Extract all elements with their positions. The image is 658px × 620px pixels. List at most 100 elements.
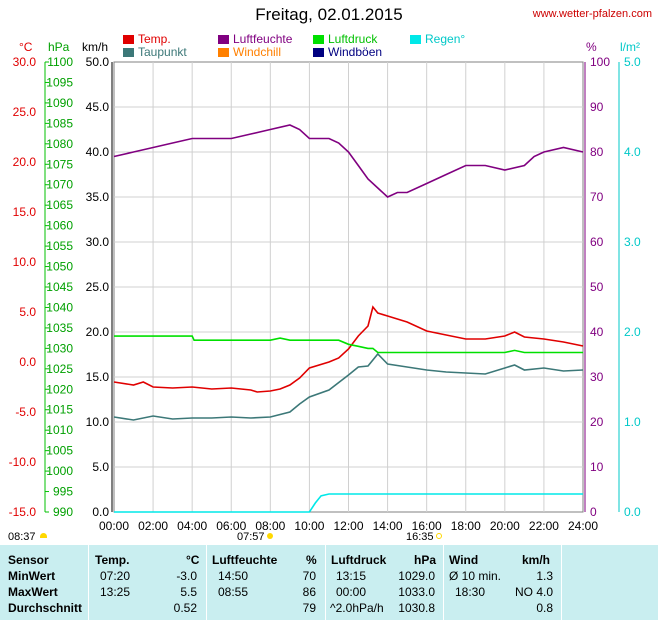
pressure-value: 1030.8 bbox=[398, 601, 435, 615]
rain-tick-label: 2.0 bbox=[624, 325, 641, 339]
series-temp bbox=[113, 305, 584, 393]
noon-time: 07:57 bbox=[237, 531, 265, 543]
series-luftdruck bbox=[114, 335, 583, 354]
pressure-tick-label: 1045 bbox=[46, 280, 73, 294]
temp-tick-label: 15.0 bbox=[13, 205, 37, 219]
pressure-tick-label: 1085 bbox=[46, 116, 73, 130]
header-wind-unit: km/h bbox=[522, 553, 551, 567]
humidity-tick-label: 100 bbox=[590, 55, 610, 69]
header-wind: Wind bbox=[449, 553, 479, 567]
header-pressure-unit: hPa bbox=[414, 553, 437, 567]
humidity-tick-label: 60 bbox=[590, 235, 604, 249]
wind-tick-label: 35.0 bbox=[86, 190, 110, 204]
humidity-tick-label: 40 bbox=[590, 325, 604, 339]
legend-taupunkt: Taupunkt bbox=[123, 45, 187, 59]
x-tick-label: 06:00 bbox=[216, 519, 246, 533]
x-tick-label: 22:00 bbox=[529, 519, 559, 533]
humidity-tick-label: 30 bbox=[590, 370, 604, 384]
wind-tick-label: 10.0 bbox=[86, 415, 110, 429]
pressure-tick-label: 1035 bbox=[46, 321, 73, 335]
temp-time: 13:25 bbox=[100, 585, 131, 599]
x-tick-label: 00:00 bbox=[99, 519, 129, 533]
pressure-tick-label: 1080 bbox=[46, 137, 73, 151]
wind-tick-label: 30.0 bbox=[86, 235, 110, 249]
humidity-tick-label: 50 bbox=[590, 280, 604, 294]
temp-tick-label: 25.0 bbox=[13, 105, 37, 119]
legend-temp: Temp. bbox=[123, 32, 171, 46]
wind-time: Ø 10 min. bbox=[449, 569, 502, 583]
wind-tick-label: 45.0 bbox=[86, 100, 110, 114]
rain-tick-label: 4.0 bbox=[624, 145, 641, 159]
temp-tick-label: 5.0 bbox=[19, 305, 36, 319]
header-humidity-unit: % bbox=[306, 553, 317, 567]
x-tick-label: 02:00 bbox=[138, 519, 168, 533]
pressure-tick-label: 1075 bbox=[46, 157, 73, 171]
pressure-tick-label: 1030 bbox=[46, 341, 73, 355]
wind-value: NO 4.0 bbox=[514, 585, 553, 599]
wind-tick-label: 20.0 bbox=[86, 325, 110, 339]
temp-tick-label: -15.0 bbox=[9, 505, 37, 519]
wind-tick-label: 15.0 bbox=[86, 370, 110, 384]
wind-tick-label: 0.0 bbox=[92, 505, 109, 519]
wind-value: 1.3 bbox=[536, 569, 553, 583]
header-sensor: Sensor bbox=[8, 553, 49, 567]
site-link[interactable]: www.wetter-pfalzen.com bbox=[532, 8, 652, 20]
humidity-tick-label: 0 bbox=[590, 505, 597, 519]
x-tick-label: 12:00 bbox=[333, 519, 363, 533]
pressure-time: 13:15 bbox=[336, 569, 367, 583]
pressure-tick-label: 1090 bbox=[46, 96, 73, 110]
humidity-tick-label: 80 bbox=[590, 145, 604, 159]
row-label: Durchschnitt bbox=[8, 601, 83, 615]
temp-time: 07:20 bbox=[100, 569, 131, 583]
wind-tick-label: 25.0 bbox=[86, 280, 110, 294]
temp-tick-label: 0.0 bbox=[19, 355, 36, 369]
pressure-tick-label: 1055 bbox=[46, 239, 73, 253]
pressure-tick-label: 1040 bbox=[46, 300, 73, 314]
temp-value: 0.52 bbox=[173, 601, 197, 615]
header-pressure: Luftdruck bbox=[331, 553, 387, 567]
x-tick-label: 18:00 bbox=[451, 519, 481, 533]
sunrise-time: 08:37 bbox=[8, 531, 36, 543]
series-regen bbox=[114, 493, 583, 513]
x-tick-label: 24:00 bbox=[568, 519, 598, 533]
sunset-time: 16:35 bbox=[406, 531, 434, 543]
pressure-tick-label: 1000 bbox=[46, 464, 73, 478]
wind-tick-label: 50.0 bbox=[86, 55, 110, 69]
temp-tick-label: 20.0 bbox=[13, 155, 37, 169]
temp-value: 5.5 bbox=[180, 585, 197, 599]
humidity-value: 79 bbox=[302, 601, 316, 615]
pressure-tick-label: 1095 bbox=[46, 75, 73, 89]
pressure-tick-label: 1065 bbox=[46, 198, 73, 212]
chart-title: Freitag, 02.01.2015 bbox=[255, 5, 403, 24]
humidity-tick-label: 20 bbox=[590, 415, 604, 429]
wind-time: 18:30 bbox=[455, 585, 486, 599]
sunrise-icon bbox=[40, 533, 47, 538]
wind-tick-label: 5.0 bbox=[92, 460, 109, 474]
header-humidity: Luftfeuchte bbox=[212, 553, 278, 567]
legend-regen: Regen° bbox=[410, 32, 465, 46]
pressure-tick-label: 1020 bbox=[46, 382, 73, 396]
sun-noon-icon bbox=[267, 533, 273, 539]
pressure-time: 00:00 bbox=[336, 585, 367, 599]
humidity-value: 70 bbox=[302, 569, 316, 583]
pressure-value: 1029.0 bbox=[398, 569, 435, 583]
pressure-tick-label: 995 bbox=[53, 485, 73, 499]
pressure-tick-label: 1060 bbox=[46, 219, 73, 233]
row-label: MaxWert bbox=[8, 585, 58, 599]
humidity-tick-label: 90 bbox=[590, 100, 604, 114]
legend-luftdruck: Luftdruck bbox=[313, 32, 377, 46]
weather-chart: 30.0 25.0 20.0 15.0 10.0 5.0 0.0 -5.0 -10.0 -15.0… bbox=[9, 55, 641, 533]
unit-rain: l/m² bbox=[620, 40, 640, 54]
temp-tick-label: 10.0 bbox=[13, 255, 37, 269]
rain-tick-label: 3.0 bbox=[624, 235, 641, 249]
pressure-tick-label: 1005 bbox=[46, 444, 73, 458]
legend-windboeen: Windböen bbox=[313, 45, 382, 59]
series-taupunkt bbox=[113, 352, 584, 421]
wind-value: 0.8 bbox=[536, 601, 553, 615]
pressure-tick-label: 1015 bbox=[46, 403, 73, 417]
pressure-tick-label: 1025 bbox=[46, 362, 73, 376]
humidity-tick-label: 10 bbox=[590, 460, 604, 474]
humidity-value: 86 bbox=[302, 585, 316, 599]
header-temp: Temp. bbox=[95, 553, 130, 567]
temp-tick-label: 30.0 bbox=[13, 55, 37, 69]
